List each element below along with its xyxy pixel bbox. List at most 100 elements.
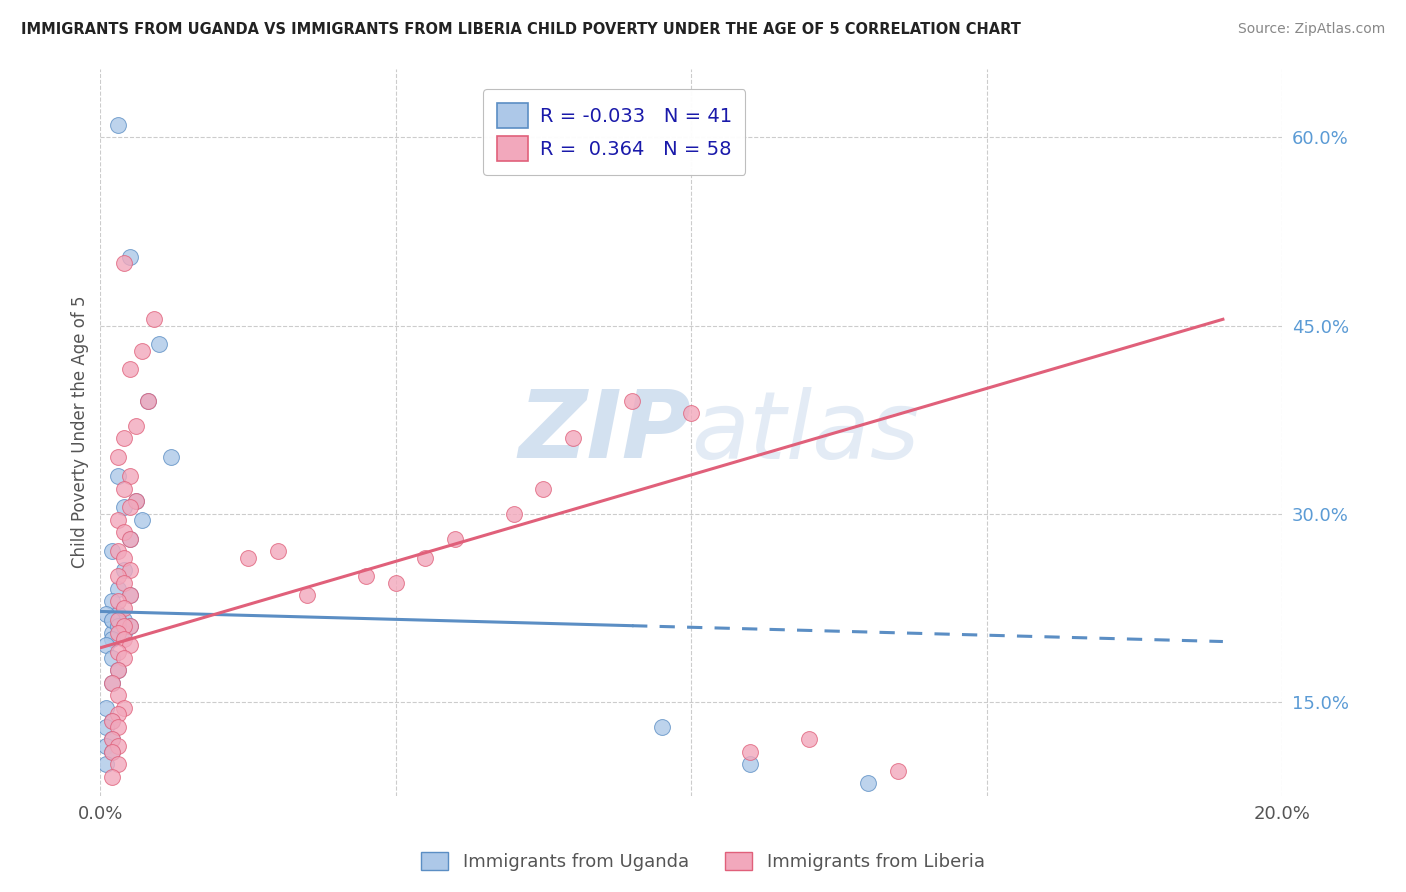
Point: [858, 776, 880, 790]
Point: [266, 544, 288, 558]
Point: [101, 732, 124, 747]
Point: [96, 638, 118, 652]
Point: [107, 689, 129, 703]
Text: ZIP: ZIP: [519, 386, 692, 478]
Point: [96, 607, 118, 621]
Point: [101, 650, 124, 665]
Point: [148, 337, 170, 351]
Point: [413, 550, 436, 565]
Point: [131, 343, 153, 358]
Point: [107, 607, 129, 621]
Point: [107, 613, 129, 627]
Point: [101, 544, 124, 558]
Point: [740, 757, 762, 772]
Point: [112, 482, 135, 496]
Point: [101, 714, 124, 728]
Point: [125, 418, 148, 433]
Point: [118, 469, 141, 483]
Point: [384, 575, 406, 590]
Point: [107, 118, 129, 132]
Point: [799, 732, 821, 747]
Point: [112, 575, 135, 590]
Point: [118, 563, 141, 577]
Point: [101, 745, 124, 759]
Point: [101, 613, 124, 627]
Point: [118, 588, 141, 602]
Point: [107, 625, 129, 640]
Point: [112, 500, 135, 515]
Point: [295, 588, 318, 602]
Legend: R = -0.033   N = 41, R =  0.364   N = 58: R = -0.033 N = 41, R = 0.364 N = 58: [484, 89, 745, 175]
Point: [136, 393, 159, 408]
Point: [112, 613, 135, 627]
Point: [107, 720, 129, 734]
Point: [107, 450, 129, 465]
Point: [107, 469, 129, 483]
Point: [118, 250, 141, 264]
Point: [96, 739, 118, 753]
Point: [533, 482, 555, 496]
Point: [107, 619, 129, 633]
Point: [96, 701, 118, 715]
Legend: Immigrants from Uganda, Immigrants from Liberia: Immigrants from Uganda, Immigrants from …: [415, 845, 991, 879]
Point: [118, 532, 141, 546]
Point: [142, 312, 165, 326]
Point: [112, 619, 135, 633]
Point: [118, 638, 141, 652]
Point: [107, 664, 129, 678]
Point: [112, 431, 135, 445]
Point: [107, 569, 129, 583]
Point: [101, 625, 124, 640]
Text: atlas: atlas: [692, 386, 920, 477]
Point: [107, 613, 129, 627]
Point: [101, 745, 124, 759]
Point: [125, 494, 148, 508]
Point: [562, 431, 585, 445]
Point: [112, 701, 135, 715]
Point: [96, 720, 118, 734]
Point: [112, 256, 135, 270]
Point: [101, 676, 124, 690]
Point: [118, 532, 141, 546]
Point: [136, 393, 159, 408]
Point: [101, 594, 124, 608]
Point: [118, 362, 141, 376]
Point: [107, 582, 129, 596]
Point: [107, 664, 129, 678]
Point: [236, 550, 259, 565]
Y-axis label: Child Poverty Under the Age of 5: Child Poverty Under the Age of 5: [72, 296, 89, 568]
Point: [112, 563, 135, 577]
Point: [112, 525, 135, 540]
Point: [131, 513, 153, 527]
Text: Source: ZipAtlas.com: Source: ZipAtlas.com: [1237, 22, 1385, 37]
Point: [160, 450, 183, 465]
Point: [112, 550, 135, 565]
Point: [887, 764, 910, 778]
Point: [107, 619, 129, 633]
Point: [503, 507, 526, 521]
Point: [118, 619, 141, 633]
Point: [101, 732, 124, 747]
Point: [96, 757, 118, 772]
Point: [118, 500, 141, 515]
Point: [101, 770, 124, 784]
Point: [101, 613, 124, 627]
Point: [107, 739, 129, 753]
Point: [112, 650, 135, 665]
Point: [651, 720, 673, 734]
Point: [107, 544, 129, 558]
Point: [354, 569, 377, 583]
Point: [101, 632, 124, 646]
Point: [107, 513, 129, 527]
Point: [125, 494, 148, 508]
Point: [107, 644, 129, 658]
Point: [443, 532, 465, 546]
Point: [621, 393, 644, 408]
Point: [101, 676, 124, 690]
Point: [107, 757, 129, 772]
Point: [112, 632, 135, 646]
Point: [107, 707, 129, 722]
Point: [107, 594, 129, 608]
Text: IMMIGRANTS FROM UGANDA VS IMMIGRANTS FROM LIBERIA CHILD POVERTY UNDER THE AGE OF: IMMIGRANTS FROM UGANDA VS IMMIGRANTS FRO…: [21, 22, 1021, 37]
Point: [740, 745, 762, 759]
